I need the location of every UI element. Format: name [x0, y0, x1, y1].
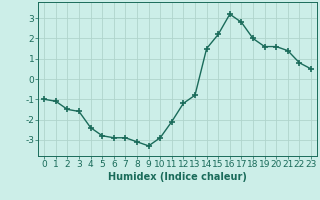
X-axis label: Humidex (Indice chaleur): Humidex (Indice chaleur): [108, 172, 247, 182]
